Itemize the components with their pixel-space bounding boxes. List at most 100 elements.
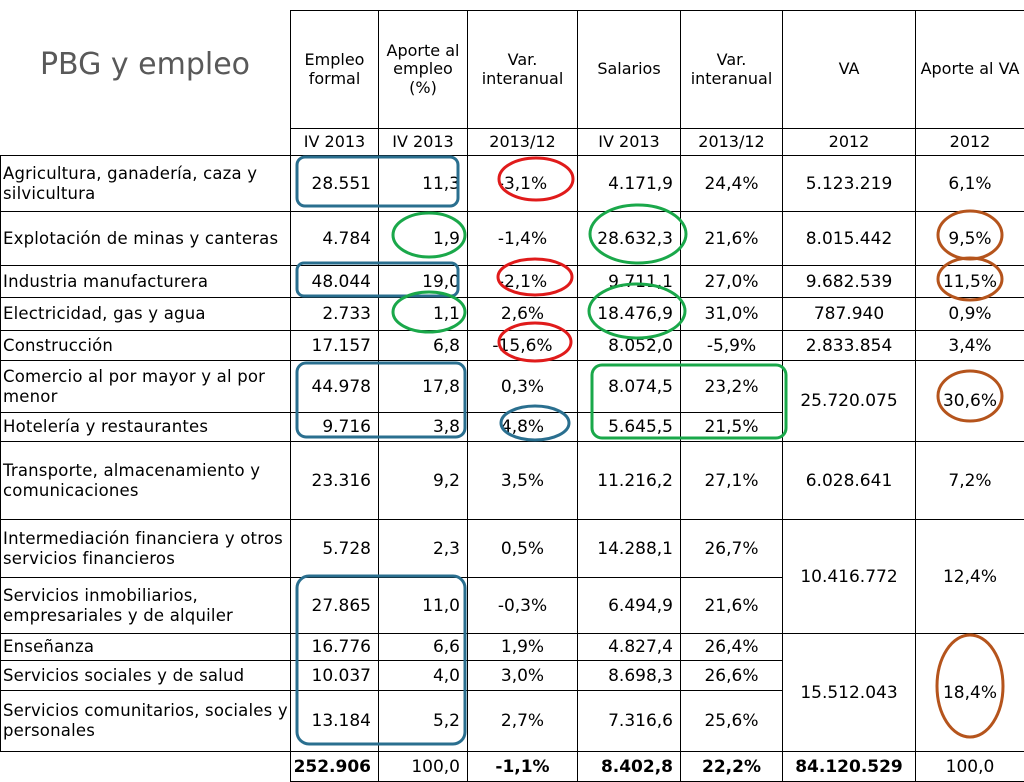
aporte-empleo-value: 3,8: [379, 413, 468, 442]
empleo-value: 23.316: [291, 442, 379, 520]
salarios-value: 9.711,1: [578, 266, 681, 298]
total-aporte-empleo: 100,0: [379, 752, 468, 782]
salarios-value: 8.052,0: [578, 331, 681, 361]
total-aporte-va: 100,0: [916, 752, 1024, 782]
salarios-value: 28.632,3: [578, 212, 681, 266]
sector-name: Construcción: [1, 331, 291, 361]
var-empleo-value: 4,8%: [468, 413, 578, 442]
empleo-value: 16.776: [291, 634, 379, 661]
va-value: 5.123.219: [783, 156, 916, 212]
header-empleo-formal: Empleo formal: [291, 11, 379, 129]
salarios-value: 7.316,6: [578, 691, 681, 752]
total-empleo: 252.906: [291, 752, 379, 782]
salarios-value: 5.645,5: [578, 413, 681, 442]
aporte-empleo-value: 4,0: [379, 661, 468, 691]
var-empleo-value: 2,7%: [468, 691, 578, 752]
var-empleo-value: 1,9%: [468, 634, 578, 661]
aporte-empleo-value: 17,8: [379, 361, 468, 413]
aporte-empleo-value: 6,8: [379, 331, 468, 361]
sector-name: Servicios inmobiliarios, empresariales y…: [1, 578, 291, 634]
empleo-value: 4.784: [291, 212, 379, 266]
sector-name: Servicios sociales y de salud: [1, 661, 291, 691]
salarios-value: 11.216,2: [578, 442, 681, 520]
header-aporte-empleo: Aporte al empleo (%): [379, 11, 468, 129]
header-va: VA: [783, 11, 916, 129]
aporte-empleo-value: 9,2: [379, 442, 468, 520]
var-empleo-value: -3,1%: [468, 156, 578, 212]
salarios-value: 8.074,5: [578, 361, 681, 413]
total-var-empleo: -1,1%: [468, 752, 578, 782]
sector-name: Agricultura, ganadería, caza y silvicult…: [1, 156, 291, 212]
va-value: 9.682.539: [783, 266, 916, 298]
var-salarios-value: 25,6%: [681, 691, 783, 752]
aporte-va-value: 7,2%: [916, 442, 1024, 520]
aporte-empleo-value: 6,6: [379, 634, 468, 661]
var-empleo-value: 0,3%: [468, 361, 578, 413]
header-salarios: Salarios: [578, 11, 681, 129]
table-row: Enseñanza 16.776 6,6 1,9% 4.827,4 26,4% …: [1, 634, 1024, 661]
period-label: 2013/12: [468, 129, 578, 156]
total-blank: [1, 752, 291, 782]
var-salarios-value: 27,0%: [681, 266, 783, 298]
va-value: 10.416.772: [783, 520, 916, 634]
total-row: 252.906 100,0 -1,1% 8.402,8 22,2% 84.120…: [1, 752, 1024, 782]
aporte-empleo-value: 19,0: [379, 266, 468, 298]
var-empleo-value: 2,6%: [468, 298, 578, 331]
var-empleo-value: 3,0%: [468, 661, 578, 691]
var-salarios-value: 26,6%: [681, 661, 783, 691]
var-empleo-value: -15,6%: [468, 331, 578, 361]
empleo-value: 27.865: [291, 578, 379, 634]
empleo-value: 13.184: [291, 691, 379, 752]
aporte-va-value: 12,4%: [916, 520, 1024, 634]
empleo-value: 48.044: [291, 266, 379, 298]
aporte-va-value: 11,5%: [916, 266, 1024, 298]
sector-name: Enseñanza: [1, 634, 291, 661]
aporte-va-value: 3,4%: [916, 331, 1024, 361]
var-empleo-value: 3,5%: [468, 442, 578, 520]
aporte-empleo-value: 5,2: [379, 691, 468, 752]
period-blank: [1, 129, 291, 156]
total-va: 84.120.529: [783, 752, 916, 782]
var-empleo-value: -0,3%: [468, 578, 578, 634]
va-value: 15.512.043: [783, 634, 916, 752]
sector-name: Intermediación financiera y otros servic…: [1, 520, 291, 578]
va-value: 6.028.641: [783, 442, 916, 520]
var-salarios-value: 26,7%: [681, 520, 783, 578]
salarios-value: 14.288,1: [578, 520, 681, 578]
aporte-va-value: 18,4%: [916, 634, 1024, 752]
empleo-value: 17.157: [291, 331, 379, 361]
var-salarios-value: 21,6%: [681, 578, 783, 634]
period-label: 2012: [916, 129, 1024, 156]
sector-name: Comercio al por mayor y al por menor: [1, 361, 291, 413]
var-empleo-value: 0,5%: [468, 520, 578, 578]
period-label: IV 2013: [379, 129, 468, 156]
aporte-empleo-value: 11,3: [379, 156, 468, 212]
var-salarios-value: 31,0%: [681, 298, 783, 331]
period-label: 2012: [783, 129, 916, 156]
salarios-value: 4.171,9: [578, 156, 681, 212]
table-row: Transporte, almacenamiento y comunicacio…: [1, 442, 1024, 520]
salarios-value: 6.494,9: [578, 578, 681, 634]
aporte-empleo-value: 11,0: [379, 578, 468, 634]
salarios-value: 8.698,3: [578, 661, 681, 691]
period-label: 2013/12: [681, 129, 783, 156]
va-value: 787.940: [783, 298, 916, 331]
aporte-empleo-value: 1,9: [379, 212, 468, 266]
table-row: Construcción 17.157 6,8 -15,6% 8.052,0 -…: [1, 331, 1024, 361]
var-empleo-value: -2,1%: [468, 266, 578, 298]
header-blank: [1, 11, 291, 129]
va-value: 8.015.442: [783, 212, 916, 266]
sector-name: Hotelería y restaurantes: [1, 413, 291, 442]
var-salarios-value: 26,4%: [681, 634, 783, 661]
var-empleo-value: -1,4%: [468, 212, 578, 266]
va-value: 25.720.075: [783, 361, 916, 442]
salarios-value: 4.827,4: [578, 634, 681, 661]
empleo-value: 5.728: [291, 520, 379, 578]
aporte-empleo-value: 1,1: [379, 298, 468, 331]
sector-name: Electricidad, gas y agua: [1, 298, 291, 331]
data-table: Empleo formal Aporte al empleo (%) Var. …: [0, 10, 1024, 782]
var-salarios-value: 23,2%: [681, 361, 783, 413]
var-salarios-value: 21,6%: [681, 212, 783, 266]
aporte-va-value: 0,9%: [916, 298, 1024, 331]
table-row: Electricidad, gas y agua 2.733 1,1 2,6% …: [1, 298, 1024, 331]
